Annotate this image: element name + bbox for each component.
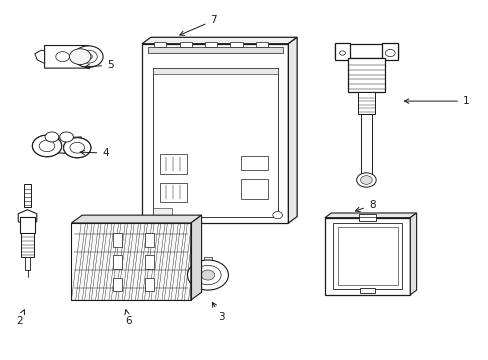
Bar bbox=[357, 92, 374, 114]
Polygon shape bbox=[144, 223, 158, 300]
Circle shape bbox=[45, 132, 59, 142]
Bar bbox=[153, 68, 277, 74]
Polygon shape bbox=[84, 223, 99, 300]
Bar bbox=[230, 42, 242, 46]
Polygon shape bbox=[177, 223, 191, 300]
Bar bbox=[160, 183, 186, 202]
Circle shape bbox=[84, 54, 92, 59]
Circle shape bbox=[187, 260, 228, 290]
Bar bbox=[153, 208, 172, 217]
Bar bbox=[255, 42, 267, 46]
Polygon shape bbox=[164, 223, 178, 300]
Polygon shape bbox=[111, 223, 125, 300]
Circle shape bbox=[63, 138, 91, 158]
Bar bbox=[360, 288, 374, 293]
Polygon shape bbox=[288, 37, 297, 223]
Bar bbox=[347, 58, 384, 92]
Polygon shape bbox=[104, 223, 119, 300]
Text: 5: 5 bbox=[85, 60, 114, 70]
Circle shape bbox=[32, 135, 61, 157]
Bar bbox=[145, 278, 154, 291]
Text: 7: 7 bbox=[180, 15, 217, 35]
Circle shape bbox=[272, 212, 282, 219]
Text: 6: 6 bbox=[124, 310, 131, 325]
Polygon shape bbox=[409, 213, 416, 295]
Bar bbox=[21, 233, 34, 257]
Polygon shape bbox=[98, 223, 112, 300]
Polygon shape bbox=[171, 223, 184, 300]
Circle shape bbox=[339, 51, 345, 55]
Circle shape bbox=[32, 135, 61, 157]
Polygon shape bbox=[124, 223, 138, 300]
Polygon shape bbox=[18, 210, 37, 226]
Bar bbox=[20, 217, 35, 233]
Bar bbox=[203, 257, 211, 261]
Circle shape bbox=[39, 140, 55, 152]
Bar bbox=[325, 218, 409, 295]
Text: 2: 2 bbox=[16, 310, 24, 325]
Bar bbox=[241, 156, 267, 170]
Polygon shape bbox=[138, 223, 151, 300]
Circle shape bbox=[360, 176, 371, 184]
Circle shape bbox=[63, 138, 91, 158]
Bar bbox=[113, 233, 122, 247]
Bar bbox=[334, 42, 349, 60]
Bar bbox=[145, 255, 154, 269]
Bar bbox=[71, 223, 190, 300]
Bar bbox=[358, 214, 376, 221]
Polygon shape bbox=[325, 213, 416, 218]
Bar bbox=[382, 42, 397, 60]
Bar bbox=[204, 42, 217, 46]
Circle shape bbox=[356, 173, 375, 187]
Bar bbox=[25, 257, 30, 270]
Text: 8: 8 bbox=[355, 200, 375, 212]
Circle shape bbox=[201, 270, 214, 280]
Bar bbox=[153, 68, 277, 217]
Circle shape bbox=[194, 265, 221, 285]
Bar bbox=[142, 44, 288, 223]
Bar bbox=[145, 233, 154, 247]
Circle shape bbox=[70, 142, 84, 153]
Bar bbox=[360, 114, 371, 180]
Polygon shape bbox=[118, 223, 132, 300]
Text: 3: 3 bbox=[212, 302, 224, 322]
Polygon shape bbox=[184, 223, 198, 300]
Bar bbox=[113, 255, 122, 269]
Polygon shape bbox=[157, 223, 171, 300]
Text: 4: 4 bbox=[80, 148, 109, 158]
Circle shape bbox=[74, 46, 103, 67]
Bar bbox=[148, 46, 282, 53]
Polygon shape bbox=[142, 37, 297, 44]
Bar bbox=[24, 184, 31, 207]
Bar bbox=[241, 179, 267, 199]
Bar bbox=[160, 154, 186, 174]
Polygon shape bbox=[151, 223, 165, 300]
Circle shape bbox=[385, 49, 394, 57]
Circle shape bbox=[39, 140, 55, 152]
Text: 1: 1 bbox=[404, 96, 468, 106]
Bar bbox=[337, 227, 397, 285]
Bar bbox=[332, 224, 402, 289]
Polygon shape bbox=[35, 50, 44, 63]
Circle shape bbox=[69, 49, 91, 64]
Polygon shape bbox=[43, 137, 83, 154]
Polygon shape bbox=[71, 223, 85, 300]
Polygon shape bbox=[190, 215, 201, 300]
Bar bbox=[334, 44, 397, 58]
Polygon shape bbox=[71, 215, 201, 223]
Circle shape bbox=[80, 50, 97, 63]
Polygon shape bbox=[44, 45, 93, 68]
Circle shape bbox=[56, 51, 69, 62]
Bar bbox=[113, 278, 122, 291]
Polygon shape bbox=[91, 223, 105, 300]
Bar bbox=[179, 42, 191, 46]
Circle shape bbox=[60, 132, 73, 142]
Circle shape bbox=[70, 142, 84, 153]
Polygon shape bbox=[131, 223, 145, 300]
Bar bbox=[154, 42, 166, 46]
Polygon shape bbox=[78, 223, 92, 300]
